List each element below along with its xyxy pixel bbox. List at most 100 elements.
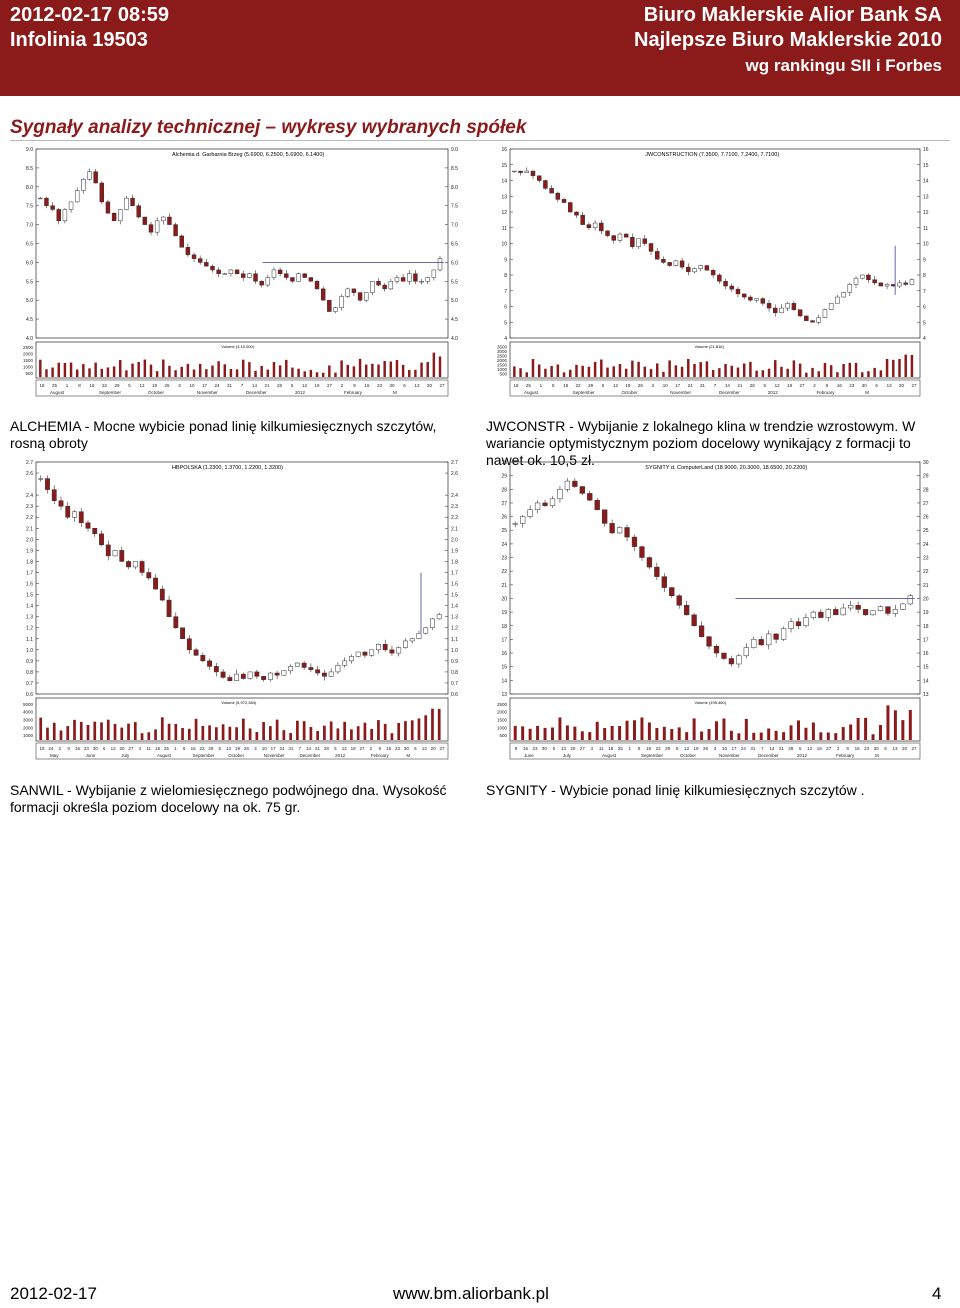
candle-body xyxy=(436,614,442,620)
candle-body xyxy=(302,273,307,278)
candle-body xyxy=(50,205,55,210)
candle-body xyxy=(855,605,861,610)
y-tick-label-right: 0.9 xyxy=(451,659,458,665)
candle-body xyxy=(574,211,579,216)
candle-body xyxy=(407,273,412,282)
x-day-tick-label: 5 xyxy=(676,746,679,751)
x-day-tick-label: 23 xyxy=(84,746,90,751)
x-day-tick-label: 13 xyxy=(893,746,899,751)
x-month-tick-label: June xyxy=(524,753,534,758)
x-day-tick-label: 12 xyxy=(302,383,308,388)
candle-body xyxy=(549,498,556,506)
x-day-tick-label: 19 xyxy=(351,746,357,751)
x-month-tick-label: October xyxy=(148,390,165,395)
candle-body xyxy=(654,566,660,577)
price-frame xyxy=(35,461,449,695)
candle-body xyxy=(204,262,209,267)
candle-body xyxy=(713,645,720,654)
y-tick-label-right: 0.7 xyxy=(451,681,458,687)
x-day-tick-label: 13 xyxy=(887,383,893,388)
candle-body xyxy=(609,523,615,534)
candle-body xyxy=(62,209,68,222)
candle-body xyxy=(586,224,592,228)
x-day-tick-label: 25 xyxy=(618,746,624,751)
candle-body xyxy=(315,669,321,674)
x-day-tick-label: 8 xyxy=(552,383,555,388)
y-tick-label-left: 5.0 xyxy=(26,298,33,304)
x-day-tick-label: 14 xyxy=(769,746,775,751)
candle-body xyxy=(267,672,273,680)
candle-body xyxy=(542,502,548,506)
candle-body xyxy=(220,671,226,678)
y-tick-label-right: 2.3 xyxy=(451,504,458,510)
x-day-tick-label: 27 xyxy=(128,746,134,751)
x-day-tick-label: 12 xyxy=(807,746,813,751)
candle-body xyxy=(430,618,435,628)
y-tick-label-right: 1.5 xyxy=(451,593,458,599)
x-day-tick-label: 5 xyxy=(602,383,605,388)
y-tick-label-left: 6.0 xyxy=(26,260,33,266)
x-day-tick-label: 23 xyxy=(532,746,538,751)
footer-url[interactable]: www.bm.aliorbank.pl xyxy=(393,1284,549,1303)
volume-tick-label: 2000 xyxy=(497,358,508,363)
candle-body xyxy=(112,550,118,557)
candle-body xyxy=(369,649,375,656)
x-day-tick-label: 7 xyxy=(299,746,302,751)
x-day-tick-label: 23 xyxy=(395,746,401,751)
candle-body xyxy=(848,605,854,609)
y-tick-label-right: 16 xyxy=(923,147,929,153)
candle-body xyxy=(389,649,395,654)
x-day-tick-label: 19 xyxy=(694,746,700,751)
description-sanwil: SANWIL - Wybijanie z wielomiesięcznego p… xyxy=(10,782,447,815)
x-day-tick-label: 6 xyxy=(103,746,106,751)
x-day-tick-label: 6 xyxy=(884,746,887,751)
x-day-tick-label: 8 xyxy=(638,746,641,751)
x-day-tick-label: 20 xyxy=(902,746,908,751)
y-tick-label-left: 9 xyxy=(504,257,507,263)
candle-body xyxy=(673,260,679,266)
x-day-tick-label: 24 xyxy=(741,746,747,751)
candle-body xyxy=(691,614,697,627)
candle-body xyxy=(56,209,61,222)
x-month-tick-label: 2012 xyxy=(335,753,346,758)
candle-body xyxy=(142,216,148,225)
y-tick-label-right: 6 xyxy=(923,305,926,311)
x-day-tick-label: 2 xyxy=(813,383,816,388)
y-tick-label-right: 13 xyxy=(923,194,929,200)
candle-body xyxy=(207,660,212,667)
x-day-tick-label: 3 xyxy=(714,746,717,751)
candle-body xyxy=(599,222,604,232)
candle-body xyxy=(630,236,635,247)
candle-body xyxy=(717,274,722,282)
candle-body xyxy=(686,266,691,273)
x-month-tick-label: M xyxy=(865,390,869,395)
y-tick-label-right: 15 xyxy=(923,665,929,671)
candle-body xyxy=(524,170,530,173)
candle-body xyxy=(382,644,388,651)
x-day-tick-label: 22 xyxy=(199,746,205,751)
x-day-tick-label: 16 xyxy=(563,383,569,388)
candle-body xyxy=(180,627,185,640)
x-day-tick-label: 19 xyxy=(314,383,320,388)
candle-body xyxy=(676,595,682,606)
candle-body xyxy=(124,197,129,210)
candle-body xyxy=(301,662,307,668)
x-day-tick-label: 6 xyxy=(875,383,878,388)
candle-body xyxy=(729,285,735,290)
candle-body xyxy=(362,651,368,656)
x-month-tick-label: December xyxy=(758,753,779,758)
header-award-source: wg rankingu SII i Forbes xyxy=(745,56,942,75)
candle-body xyxy=(624,527,630,538)
candle-body xyxy=(741,293,747,298)
x-day-tick-label: 10 xyxy=(663,383,669,388)
y-tick-label-right: 0.6 xyxy=(451,692,458,698)
candle-body xyxy=(642,238,648,244)
x-day-tick-label: 18 xyxy=(513,383,519,388)
candle-body xyxy=(388,281,394,290)
date-axis-frame xyxy=(35,379,449,397)
candle-body xyxy=(698,625,705,637)
candle-body xyxy=(518,170,523,173)
footer-date: 2012-02-17 xyxy=(10,1284,97,1303)
x-day-tick-label: 16 xyxy=(523,746,529,751)
candle-body xyxy=(667,262,672,266)
